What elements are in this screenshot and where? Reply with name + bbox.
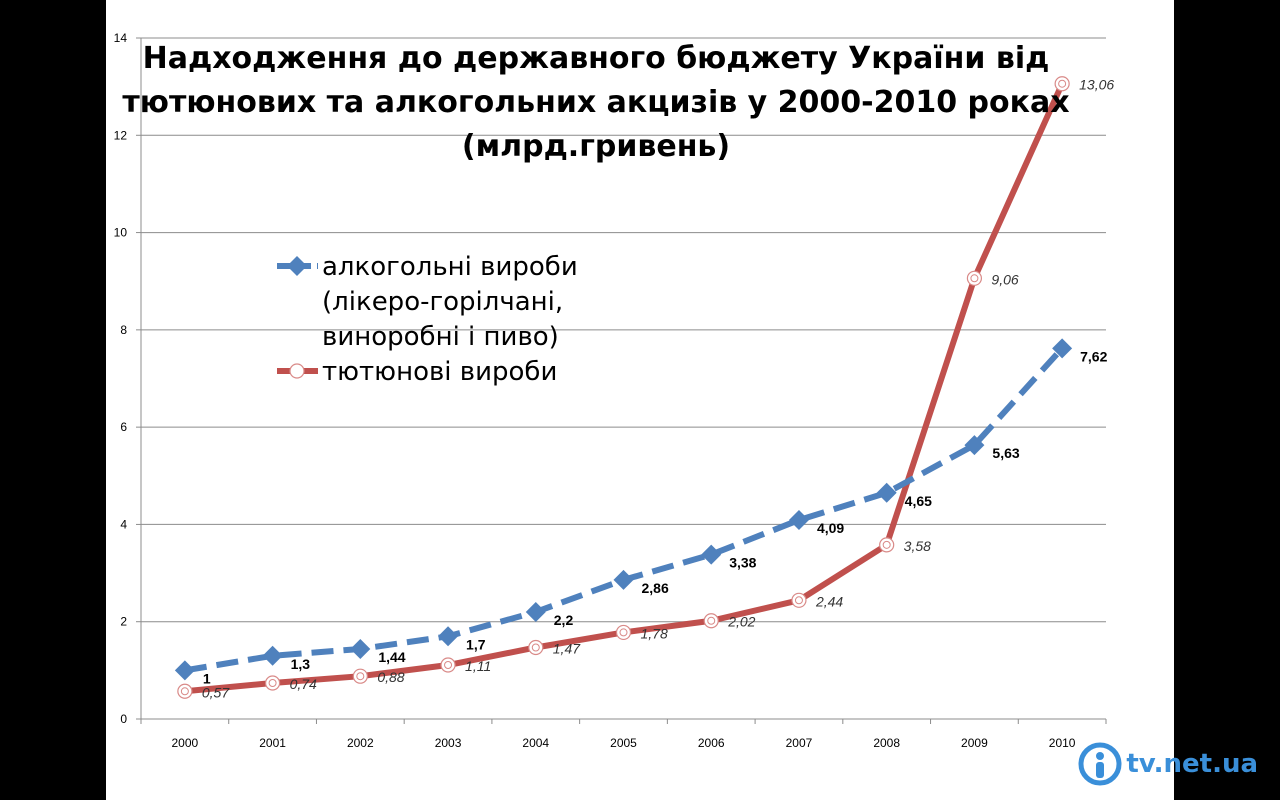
point-tobacco-inner bbox=[970, 274, 979, 283]
x-tick-label: 2006 bbox=[698, 736, 725, 750]
point-tobacco-inner bbox=[794, 596, 803, 605]
y-tick-label: 10 bbox=[114, 226, 128, 240]
x-tick-label: 2007 bbox=[786, 736, 813, 750]
chart-title: Надходження до державного бюджету Україн… bbox=[122, 41, 1069, 164]
data-label-alcohol: 1,7 bbox=[466, 636, 486, 652]
data-label-alcohol: 5,63 bbox=[992, 445, 1019, 461]
point-alcohol bbox=[350, 638, 371, 659]
x-tick-label: 2008 bbox=[873, 736, 900, 750]
y-tick-label: 4 bbox=[120, 517, 127, 531]
point-tobacco-inner bbox=[707, 616, 716, 625]
point-alcohol bbox=[525, 601, 546, 622]
y-tick-label: 6 bbox=[120, 420, 127, 434]
watermark-text: tv.net.ua bbox=[1126, 749, 1258, 779]
legend-label-alcohol: (лікеро-горілчані, bbox=[322, 287, 563, 317]
legend-marker-tobacco bbox=[289, 363, 305, 379]
x-tick-label: 2002 bbox=[347, 736, 374, 750]
y-tick-label: 2 bbox=[120, 615, 127, 629]
x-tick-label: 2010 bbox=[1049, 736, 1076, 750]
point-tobacco bbox=[703, 613, 719, 629]
data-label-tobacco: 1,47 bbox=[553, 640, 581, 656]
series-layer bbox=[174, 76, 1073, 699]
data-label-alcohol: 4,09 bbox=[817, 520, 844, 536]
point-tobacco bbox=[791, 592, 807, 608]
chart-title-line: тютюнових та алкогольних акцизів у 2000-… bbox=[122, 85, 1069, 120]
data-label-tobacco: 1,11 bbox=[465, 658, 491, 674]
data-label-alcohol: 1,3 bbox=[291, 656, 311, 672]
legend-label-alcohol: виноробні і пиво) bbox=[322, 322, 559, 352]
axis-layer: 0 2 4 6 8 10 12 14 2000 2001 2002 2003 2004 2005 2006 2… bbox=[114, 31, 1107, 750]
x-tick-label: 2004 bbox=[522, 736, 549, 750]
slide-background bbox=[106, 0, 1174, 800]
data-label-tobacco: 2,02 bbox=[727, 614, 755, 630]
data-label-alcohol: 1,44 bbox=[378, 649, 405, 665]
data-label-tobacco: 0,88 bbox=[377, 669, 404, 685]
data-label-alcohol: 3,38 bbox=[729, 555, 756, 571]
y-tick-label: 8 bbox=[120, 323, 127, 337]
point-tobacco-inner bbox=[882, 540, 891, 549]
data-label-tobacco: 3,58 bbox=[904, 538, 931, 554]
legend: алкогольні вироби (лікеро-горілчані, винор… bbox=[277, 252, 578, 387]
data-label-tobacco: 1,78 bbox=[641, 625, 668, 641]
point-tobacco bbox=[879, 537, 895, 553]
data-label-alcohol: 2,2 bbox=[554, 612, 574, 628]
point-tobacco bbox=[352, 668, 368, 684]
point-alcohol bbox=[788, 510, 809, 531]
point-alcohol bbox=[174, 660, 195, 681]
x-tick-label: 2001 bbox=[259, 736, 286, 750]
legend-label-alcohol: алкогольні вироби bbox=[322, 252, 578, 282]
point-tobacco-inner bbox=[619, 628, 628, 637]
point-tobacco bbox=[966, 270, 983, 286]
y-tick-label: 12 bbox=[114, 128, 128, 142]
point-tobacco-inner bbox=[180, 687, 189, 696]
point-tobacco-inner bbox=[531, 643, 540, 652]
data-label-tobacco: 2,44 bbox=[815, 593, 843, 609]
x-tick-label: 2003 bbox=[435, 736, 462, 750]
legend-label-tobacco: тютюнові вироби bbox=[322, 357, 557, 387]
point-alcohol bbox=[876, 482, 897, 503]
data-label-tobacco: 9,06 bbox=[991, 271, 1018, 287]
point-alcohol bbox=[1052, 338, 1073, 359]
x-tick-label: 2009 bbox=[961, 736, 988, 750]
point-tobacco bbox=[177, 683, 193, 699]
grid-layer bbox=[141, 37, 1106, 623]
watermark: tv.net.ua bbox=[1078, 742, 1258, 786]
data-label-alcohol: 1 bbox=[203, 670, 211, 686]
series-line-tobacco bbox=[184, 82, 1065, 695]
y-tick-label: 14 bbox=[114, 31, 128, 45]
data-label-tobacco: 0,74 bbox=[290, 676, 317, 692]
point-alcohol bbox=[613, 569, 634, 590]
data-label-alcohol: 7,62 bbox=[1080, 348, 1107, 364]
point-tobacco bbox=[615, 624, 632, 641]
point-alcohol bbox=[438, 626, 459, 647]
point-tobacco bbox=[1054, 76, 1070, 92]
point-alcohol bbox=[701, 544, 722, 565]
point-tobacco bbox=[528, 639, 544, 656]
point-tobacco bbox=[440, 657, 456, 673]
legend-marker-alcohol bbox=[287, 256, 307, 276]
x-tick-label: 2005 bbox=[610, 736, 637, 750]
chart-title-line: Надходження до державного бюджету Україн… bbox=[143, 41, 1050, 76]
point-alcohol bbox=[964, 435, 985, 456]
data-label-layer: 1 1,3 1,44 1,7 2,2 2,86 3,38 4,09 4,65 5,63 7,62 0,… bbox=[202, 77, 1115, 701]
person-circle-icon bbox=[1078, 742, 1122, 786]
y-tick-label: 0 bbox=[120, 712, 127, 726]
point-tobacco-inner bbox=[356, 672, 365, 681]
x-tick-label: 2000 bbox=[172, 736, 199, 750]
point-tobacco bbox=[264, 675, 281, 691]
data-label-alcohol: 4,65 bbox=[905, 493, 932, 509]
chart-title-line: (млрд.гривень) bbox=[462, 129, 730, 164]
point-alcohol bbox=[262, 645, 283, 666]
data-label-alcohol: 2,86 bbox=[642, 580, 669, 596]
point-tobacco-inner bbox=[1058, 79, 1067, 88]
data-label-tobacco: 0,57 bbox=[202, 684, 230, 700]
data-label-tobacco: 13,06 bbox=[1079, 77, 1114, 93]
point-tobacco-inner bbox=[444, 661, 453, 670]
point-tobacco-inner bbox=[268, 679, 277, 688]
